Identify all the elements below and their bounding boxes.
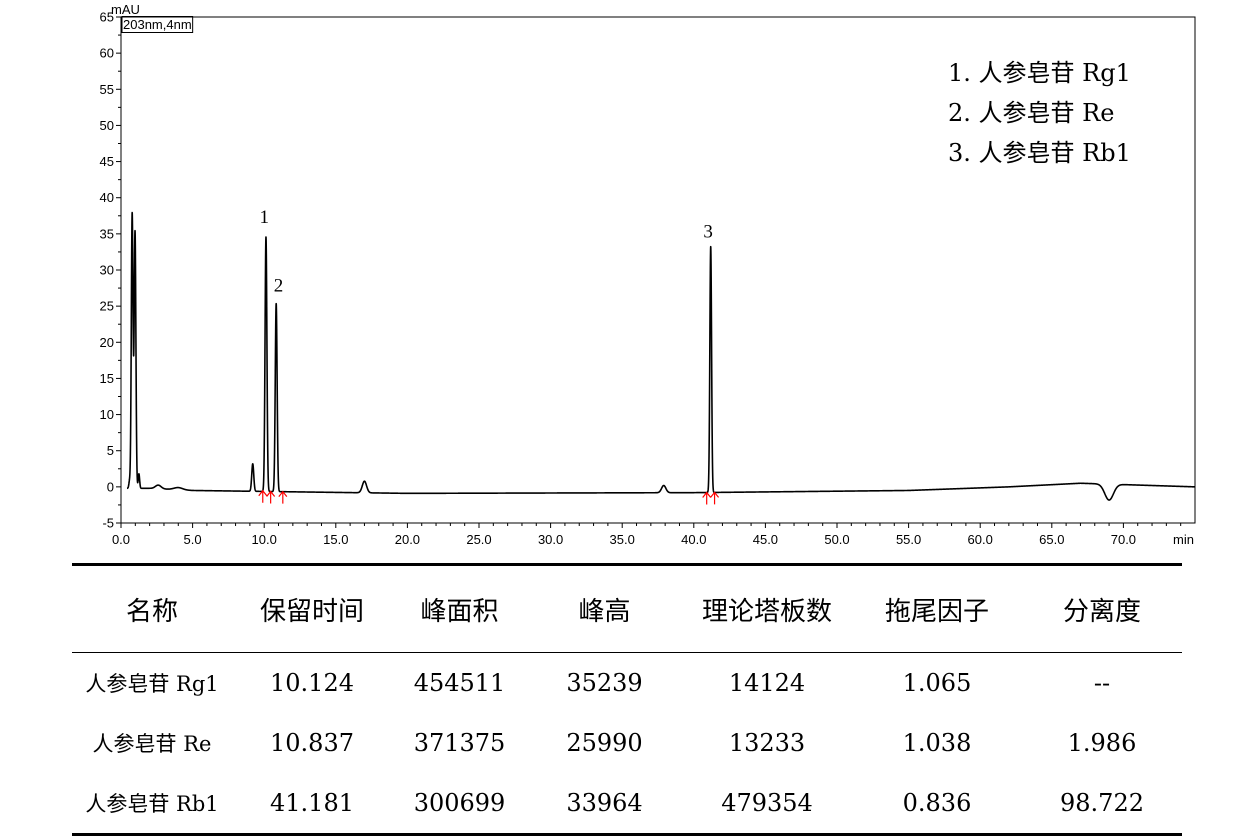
header-theoretical-plates: 理论塔板数 [682, 563, 852, 653]
x-tick-label: 50.0 [824, 532, 849, 547]
y-tick-label: 5 [107, 443, 114, 458]
table-row: 人参皂苷 Re 10.837 371375 25990 13233 1.038 … [72, 713, 1182, 773]
cell-retention-time: 10.837 [270, 729, 354, 757]
y-tick-label: -5 [102, 516, 114, 531]
legend-entry: 2. 人参皂苷 Re [948, 99, 1114, 127]
cell-peak-area: 300699 [392, 773, 527, 836]
table-header-row: 名称 保留时间 峰面积 峰高 理论塔板数 拖尾因子 分离度 [72, 563, 1182, 653]
integration-marker [258, 489, 268, 503]
cell-peak-height: 33964 [527, 773, 682, 836]
x-tick-label: 30.0 [538, 532, 563, 547]
x-tick-label: 70.0 [1111, 532, 1136, 547]
x-tick-label: 65.0 [1039, 532, 1064, 547]
y-tick-label: 15 [100, 371, 114, 386]
cell-tailing-factor: 1.038 [902, 729, 972, 757]
cell-resolution: 1.986 [1067, 729, 1137, 757]
cell-name: 人参皂苷 Rg1 [85, 672, 219, 696]
y-tick-label: 0 [107, 479, 114, 494]
x-tick-label: 5.0 [184, 532, 202, 547]
cell-name: 人参皂苷 Rb1 [72, 773, 232, 836]
cell-name: 人参皂苷 Re [92, 732, 212, 756]
peak-number-label: 1 [259, 207, 269, 228]
y-tick-label: 50 [100, 118, 114, 133]
results-table: 名称 保留时间 峰面积 峰高 理论塔板数 拖尾因子 分离度 人参皂苷 Rg1 1… [72, 563, 1182, 836]
cell-tailing-factor: 0.836 [852, 773, 1022, 836]
y-tick-label: 65 [100, 10, 114, 25]
header-peak-height: 峰高 [527, 563, 682, 653]
cell-resolution: 98.722 [1022, 773, 1182, 836]
legend-entry: 1. 人参皂苷 Rg1 [948, 59, 1131, 87]
cell-peak-area: 454511 [413, 669, 506, 697]
y-tick-label: 45 [100, 154, 114, 169]
plot-frame [120, 16, 1196, 524]
table-row: 人参皂苷 Rb1 41.181 300699 33964 479354 0.83… [72, 773, 1182, 836]
y-tick-label: 20 [100, 335, 114, 350]
peak-number-label: 2 [274, 276, 284, 297]
header-name: 名称 [72, 563, 232, 653]
y-tick-label: 25 [100, 299, 114, 314]
peak-number-label: 3 [703, 221, 713, 242]
integration-marker [266, 490, 276, 504]
cell-theoretical-plates: 479354 [682, 773, 852, 836]
y-tick-label: 30 [100, 263, 114, 278]
x-tick-label: 35.0 [610, 532, 635, 547]
cell-resolution: -- [1093, 669, 1111, 697]
table-row: 人参皂苷 Rg1 10.124 454511 35239 14124 1.065… [72, 653, 1182, 714]
chromatogram-trace [126, 211, 1196, 501]
cell-retention-time: 41.181 [232, 773, 392, 836]
y-tick-label: 10 [100, 407, 114, 422]
x-tick-label: 25.0 [466, 532, 491, 547]
cell-peak-area: 371375 [413, 729, 506, 757]
legend-entry: 3. 人参皂苷 Rb1 [948, 139, 1131, 167]
y-axis-label: mAU [111, 2, 140, 17]
header-resolution: 分离度 [1022, 563, 1182, 653]
cell-peak-height: 25990 [566, 729, 643, 757]
channel-label-box [121, 16, 194, 33]
x-axis-label: min [1173, 532, 1194, 547]
x-tick-label: 60.0 [968, 532, 993, 547]
x-tick-label: 15.0 [323, 532, 348, 547]
cell-peak-height: 35239 [566, 669, 643, 697]
header-tailing-factor: 拖尾因子 [852, 563, 1022, 653]
x-tick-label: 55.0 [896, 532, 921, 547]
header-retention-time: 保留时间 [232, 563, 392, 653]
y-tick-label: 60 [100, 46, 114, 61]
x-tick-label: 20.0 [395, 532, 420, 547]
cell-theoretical-plates: 14124 [728, 669, 806, 697]
y-tick-label: 40 [100, 190, 114, 205]
y-tick-label: 55 [100, 82, 114, 97]
cell-retention-time: 10.124 [270, 669, 354, 697]
x-tick-label: 40.0 [681, 532, 706, 547]
chromatogram-chart: -5 0 5 10 15 20 25 30 35 40 45 50 55 60 65 0.0 5.0 10.0 15… [100, 2, 1196, 547]
integration-marker [278, 490, 288, 504]
x-tick-label: 10.0 [252, 532, 277, 547]
x-tick-label: 0.0 [112, 532, 130, 547]
channel-label: 203nm,4nm [123, 17, 192, 32]
integration-marker [710, 491, 720, 505]
cell-theoretical-plates: 13233 [728, 729, 806, 757]
header-peak-area: 峰面积 [392, 563, 527, 653]
cell-tailing-factor: 1.065 [902, 669, 972, 697]
integration-marker [702, 491, 712, 505]
y-tick-label: 35 [100, 226, 114, 241]
x-tick-label: 45.0 [753, 532, 778, 547]
